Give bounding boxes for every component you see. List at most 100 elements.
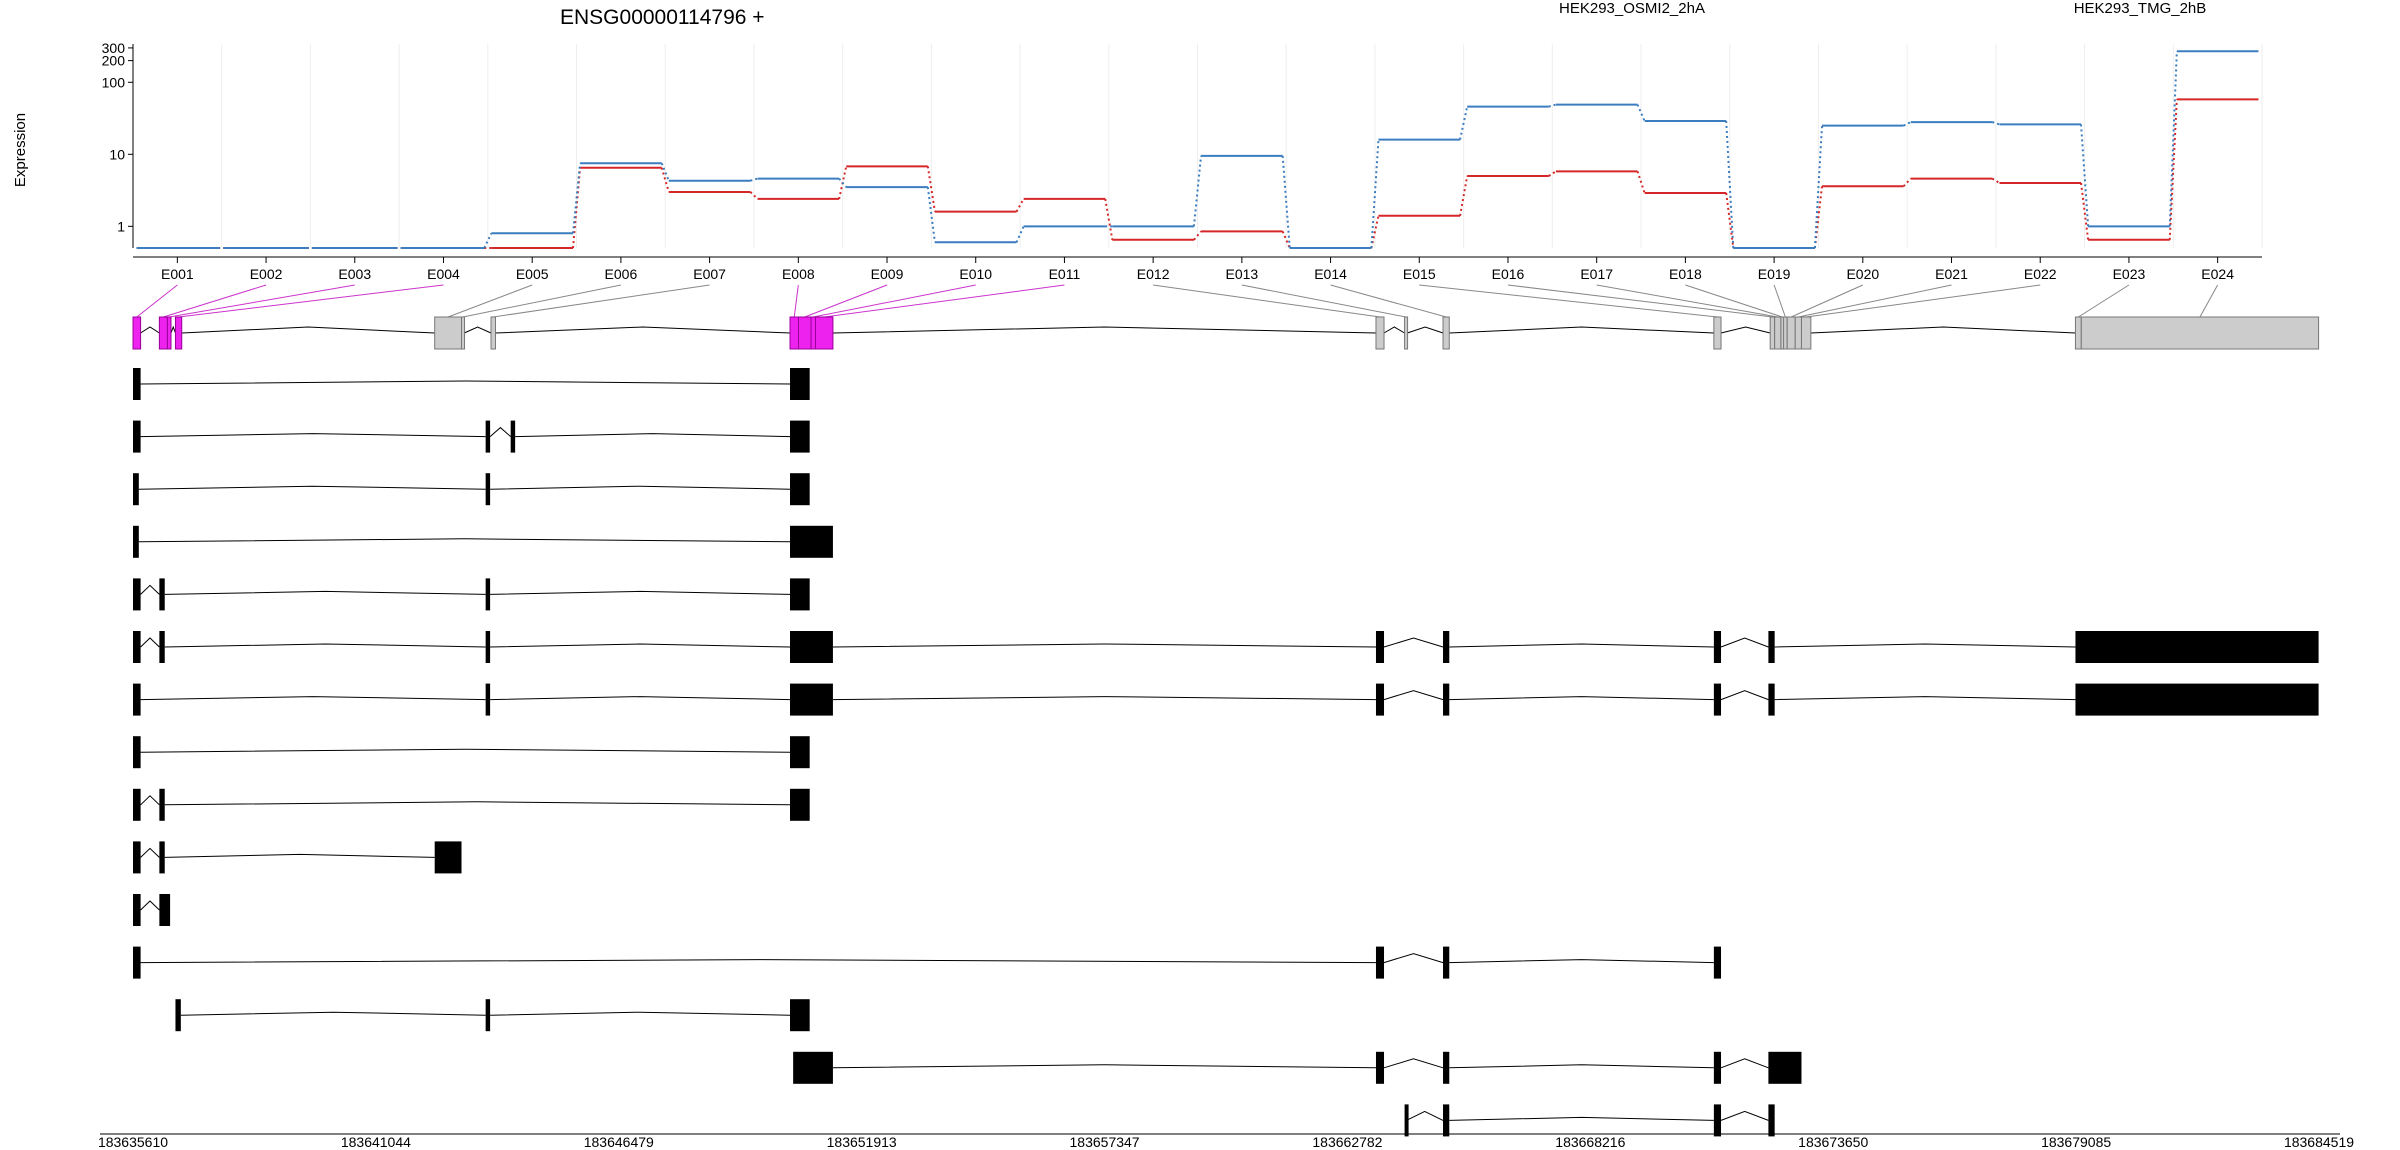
transcript-intron xyxy=(1406,1110,1444,1121)
series-1-connector xyxy=(1813,125,1824,249)
exon-tick-label: E003 xyxy=(338,266,371,282)
transcript-exon xyxy=(133,683,141,716)
exon-connector xyxy=(1596,284,1778,318)
exon-tick-label: E012 xyxy=(1137,266,1170,282)
transcript-exon xyxy=(1768,1104,1775,1137)
flat-exon xyxy=(1442,316,1450,350)
exon-tick-label: E022 xyxy=(2024,266,2057,282)
exon-connector xyxy=(1153,284,1381,318)
exon-connector xyxy=(447,284,533,318)
transcript-intron xyxy=(1383,637,1444,648)
flat-exon xyxy=(132,316,142,350)
series-1-connector xyxy=(1548,103,1557,108)
exon-connector xyxy=(2199,284,2219,318)
series-1-connector xyxy=(750,177,758,182)
y-tick-label: 100 xyxy=(102,74,126,90)
exon-tick-label: E013 xyxy=(1226,266,1259,282)
exon-connector xyxy=(136,284,178,318)
exon-tick-label: E019 xyxy=(1758,266,1791,282)
exon-connector xyxy=(804,284,888,318)
flat-exon xyxy=(166,316,172,350)
genome-tick-label: 183635610 xyxy=(98,1134,168,1150)
flat-exon xyxy=(434,316,463,350)
exon-connector xyxy=(1419,284,1718,318)
series-1-connector xyxy=(2168,51,2178,227)
transcript-intron xyxy=(1449,643,1714,648)
flat-intron xyxy=(832,326,1376,334)
transcript-intron xyxy=(1774,696,2076,701)
transcript-exon xyxy=(790,525,833,558)
exon-tick-label: E011 xyxy=(1049,266,1081,282)
exon-connector xyxy=(1330,284,1447,318)
transcript-exon xyxy=(1443,1104,1450,1137)
exon-connector xyxy=(1798,284,1952,318)
flat-intron xyxy=(140,326,160,334)
flat-intron xyxy=(1383,326,1405,334)
flat-exon xyxy=(1794,316,1802,350)
transcript-exon xyxy=(485,683,491,716)
flat-intron xyxy=(170,325,176,334)
transcript-exon xyxy=(133,525,139,558)
transcript-intron xyxy=(1383,690,1444,701)
exon-tick-label: E014 xyxy=(1314,266,1347,282)
transcript-exon xyxy=(790,999,810,1032)
y-tick-label: 300 xyxy=(102,40,126,56)
flat-exon xyxy=(1783,316,1788,350)
transcript-exon xyxy=(790,683,833,716)
transcript-exon xyxy=(485,999,491,1032)
transcript-intron xyxy=(140,748,791,753)
series-1-connector xyxy=(571,163,582,234)
exon-tick-label: E007 xyxy=(693,266,726,282)
transcript-exon xyxy=(159,578,165,611)
series-1-connector xyxy=(1281,155,1291,249)
flat-exon xyxy=(490,316,496,350)
exon-tick-label: E017 xyxy=(1580,266,1613,282)
y-tick-label: 1 xyxy=(117,218,125,234)
series-1-connector xyxy=(1725,120,1735,249)
exon-tick-label: E005 xyxy=(516,266,549,282)
transcript-exon xyxy=(485,473,491,506)
transcript-exon xyxy=(159,841,165,874)
exon-connector xyxy=(178,284,444,318)
exon-tick-label: E015 xyxy=(1403,266,1436,282)
transcript-intron xyxy=(140,380,791,385)
exon-tick-label: E024 xyxy=(2201,266,2234,282)
transcript-exon xyxy=(1375,1051,1385,1084)
flat-exon xyxy=(1800,316,1812,350)
exon-connector xyxy=(493,284,710,318)
flat-exon xyxy=(1769,316,1776,350)
transcript-exon xyxy=(1443,946,1450,979)
series-0-connector xyxy=(1104,198,1114,240)
transcript-exon xyxy=(1375,683,1385,716)
transcript-intron xyxy=(140,959,1376,964)
genome-tick-label: 183673650 xyxy=(1798,1134,1868,1150)
transcript-exon xyxy=(1443,631,1450,663)
transcript-exon xyxy=(133,736,141,769)
exon-tick-label: E008 xyxy=(782,266,815,282)
genome-tick-label: 183646479 xyxy=(584,1134,654,1150)
series-1-connector xyxy=(660,162,670,182)
exon-connector xyxy=(1790,284,1864,318)
transcript-intron xyxy=(1449,959,1714,964)
flat-exon xyxy=(798,316,812,350)
flat-exon xyxy=(461,316,466,350)
flat-intron xyxy=(1720,326,1771,334)
exon-tick-label: E001 xyxy=(161,266,194,282)
genome-tick-label: 183684519 xyxy=(2284,1134,2354,1150)
transcript-exon xyxy=(1713,683,1722,716)
exon-tick-label: E006 xyxy=(605,266,638,282)
flat-exon xyxy=(789,316,800,350)
flat-exon xyxy=(2074,316,2082,350)
exon-connector xyxy=(824,284,1065,318)
exon-connector xyxy=(2078,284,2130,318)
transcript-intron xyxy=(180,1011,486,1016)
exon-tick-label: E023 xyxy=(2113,266,2146,282)
transcript-intron xyxy=(1383,953,1444,964)
exon-connector xyxy=(169,284,355,318)
flat-exon xyxy=(1404,316,1409,350)
transcript-exon xyxy=(1768,631,1775,663)
exon-connector xyxy=(1773,284,1786,318)
flat-exon xyxy=(814,316,834,350)
transcript-intron xyxy=(164,590,486,595)
transcript-intron xyxy=(515,433,791,438)
